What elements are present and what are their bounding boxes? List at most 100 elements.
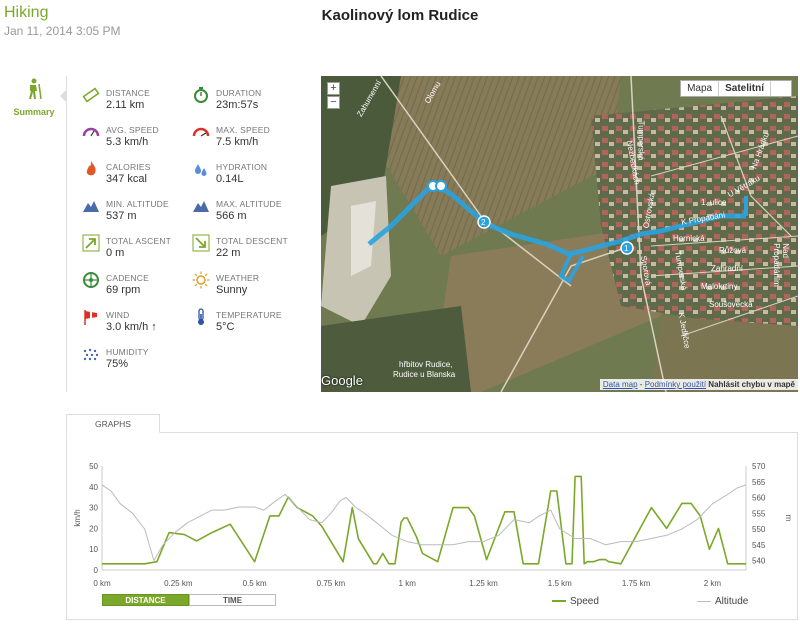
legend-speed[interactable]: Speed bbox=[552, 596, 599, 607]
stat-value: 75% bbox=[106, 358, 129, 370]
map-marker-1[interactable]: 1 bbox=[624, 244, 629, 253]
stat-value: 7.5 km/h bbox=[216, 136, 259, 148]
stat-value: 347 kcal bbox=[106, 173, 147, 185]
map-label: 1. ulice bbox=[701, 198, 727, 207]
stat-calories: CALORIES 347 kcal bbox=[82, 158, 192, 192]
stat-label: MAX. ALTITUDE bbox=[216, 199, 282, 209]
sun-icon bbox=[192, 271, 210, 289]
summary-notch bbox=[60, 90, 66, 102]
y-left-tick: 10 bbox=[89, 545, 98, 554]
y-right-tick: 570 bbox=[752, 462, 766, 471]
tab-summary-label: Summary bbox=[13, 107, 55, 117]
summary-divider bbox=[66, 76, 67, 392]
map-data-link[interactable]: Data map bbox=[602, 380, 638, 389]
x-tick: 0.5 km bbox=[243, 579, 267, 588]
stat-value: 5°C bbox=[216, 321, 235, 333]
y-left-tick: 0 bbox=[94, 566, 99, 575]
map-type-selector: Mapa Satelitní bbox=[680, 80, 792, 97]
stat-distance: DISTANCE 2.11 km bbox=[82, 84, 192, 118]
mountain-icon bbox=[192, 197, 210, 215]
stat-value: 23m:57s bbox=[216, 99, 259, 111]
x-tick: 1.25 km bbox=[469, 579, 498, 588]
stat-label: CALORIES bbox=[106, 162, 151, 172]
mode-time-button[interactable]: TIME bbox=[189, 594, 276, 606]
stat-label: WIND bbox=[106, 310, 130, 320]
stat-value: 5.3 km/h bbox=[106, 136, 149, 148]
mountain-icon bbox=[82, 197, 100, 215]
map-label: Soušovecká bbox=[709, 300, 753, 309]
legend-altitude-label: Altitude bbox=[715, 596, 749, 607]
stat-value: 0 m bbox=[106, 247, 125, 259]
map-footer-separator: - bbox=[637, 380, 645, 389]
stat-value: Sunny bbox=[216, 284, 248, 296]
stat-label: DURATION bbox=[216, 88, 262, 98]
stat-value: 0.14L bbox=[216, 173, 244, 185]
stat-label: HUMIDITY bbox=[106, 347, 149, 357]
map-terms-link[interactable]: Podmínky použití bbox=[644, 380, 707, 389]
stat-label: MAX. SPEED bbox=[216, 125, 270, 135]
map-label: Růžová bbox=[719, 246, 747, 255]
legend-speed-label: Speed bbox=[570, 596, 599, 607]
map-label: Zahradní bbox=[711, 264, 744, 273]
mode-distance-button[interactable]: DISTANCE bbox=[102, 594, 189, 606]
route-map[interactable]: 2 1 Olomu Zahumenní Tumperská Nezbedkách… bbox=[321, 76, 798, 392]
speedometer-max-icon bbox=[192, 123, 210, 141]
stat-label: TOTAL DESCENT bbox=[216, 236, 288, 246]
stat-value: 537 m bbox=[106, 210, 137, 222]
y-left-tick: 20 bbox=[89, 524, 98, 533]
zoom-out-button[interactable]: − bbox=[327, 96, 340, 109]
stat-value: 566 m bbox=[216, 210, 247, 222]
series-speed-line bbox=[102, 475, 746, 565]
y-left-axis-label: km/h bbox=[73, 509, 82, 526]
zoom-in-button[interactable]: + bbox=[327, 82, 340, 95]
y-right-axis-label: m bbox=[784, 515, 793, 522]
map-label: Malokrtiny bbox=[701, 282, 738, 291]
map-label: Hornická bbox=[673, 234, 705, 243]
activity-type: Hiking bbox=[4, 4, 49, 21]
stopwatch-icon bbox=[192, 86, 210, 104]
graphs-divider bbox=[160, 432, 798, 433]
stat-total-ascent: TOTAL ASCENT 0 m bbox=[82, 232, 192, 266]
map-label: Rudice u Blanska bbox=[393, 370, 456, 379]
map-label: Tumperská bbox=[636, 120, 646, 161]
stat-hydration: HYDRATION 0.14L bbox=[192, 158, 302, 192]
graph-mode-toggle: DISTANCE TIME bbox=[102, 594, 276, 606]
tab-summary[interactable]: Summary bbox=[10, 78, 58, 117]
map-type-mapa[interactable]: Mapa bbox=[681, 81, 720, 96]
map-type-satellite[interactable]: Satelitní bbox=[719, 81, 771, 96]
y-right-tick: 560 bbox=[752, 494, 766, 503]
satellite-imagery: 2 1 bbox=[321, 76, 798, 392]
series-altitude-line bbox=[101, 484, 747, 561]
map-report-link[interactable]: Nahlásit chybu v mapě bbox=[708, 380, 795, 389]
stat-wind: WIND 3.0 km/h ↑ bbox=[82, 306, 192, 340]
stat-label: CADENCE bbox=[106, 273, 149, 283]
stat-humidity: HUMIDITY 75% bbox=[82, 343, 192, 377]
x-tick: 0.25 km bbox=[164, 579, 193, 588]
zoom-control: + − bbox=[327, 82, 340, 110]
stat-value: 3.0 km/h ↑ bbox=[106, 321, 157, 333]
stat-weather: WEATHER Sunny bbox=[192, 269, 302, 303]
stat-avg-speed: AVG. SPEED 5.3 km/h bbox=[82, 121, 192, 155]
x-tick: 0.75 km bbox=[317, 579, 346, 588]
wheel-icon bbox=[82, 271, 100, 289]
stat-max-speed: MAX. SPEED 7.5 km/h bbox=[192, 121, 302, 155]
stat-label: MIN. ALTITUDE bbox=[106, 199, 169, 209]
stat-label: WEATHER bbox=[216, 273, 260, 283]
stat-label: AVG. SPEED bbox=[106, 125, 159, 135]
map-label: Nad Propadáním bbox=[771, 243, 790, 287]
x-tick: 1 km bbox=[399, 579, 417, 588]
y-right-tick: 555 bbox=[752, 509, 766, 518]
x-tick: 2 km bbox=[704, 579, 722, 588]
speedometer-icon bbox=[82, 123, 100, 141]
map-marker-2[interactable]: 2 bbox=[481, 218, 486, 227]
stat-label: DISTANCE bbox=[106, 88, 150, 98]
tab-graphs[interactable]: GRAPHS bbox=[66, 414, 160, 433]
map-type-extra[interactable] bbox=[771, 81, 791, 96]
google-logo: Google bbox=[321, 373, 363, 388]
x-tick: 0 km bbox=[93, 579, 111, 588]
legend-altitude[interactable]: Altitude bbox=[697, 596, 748, 607]
stat-label: TEMPERATURE bbox=[216, 310, 282, 320]
x-tick: 1.5 km bbox=[548, 579, 572, 588]
humidity-dots-icon bbox=[82, 345, 100, 363]
stat-max-altitude: MAX. ALTITUDE 566 m bbox=[192, 195, 302, 229]
